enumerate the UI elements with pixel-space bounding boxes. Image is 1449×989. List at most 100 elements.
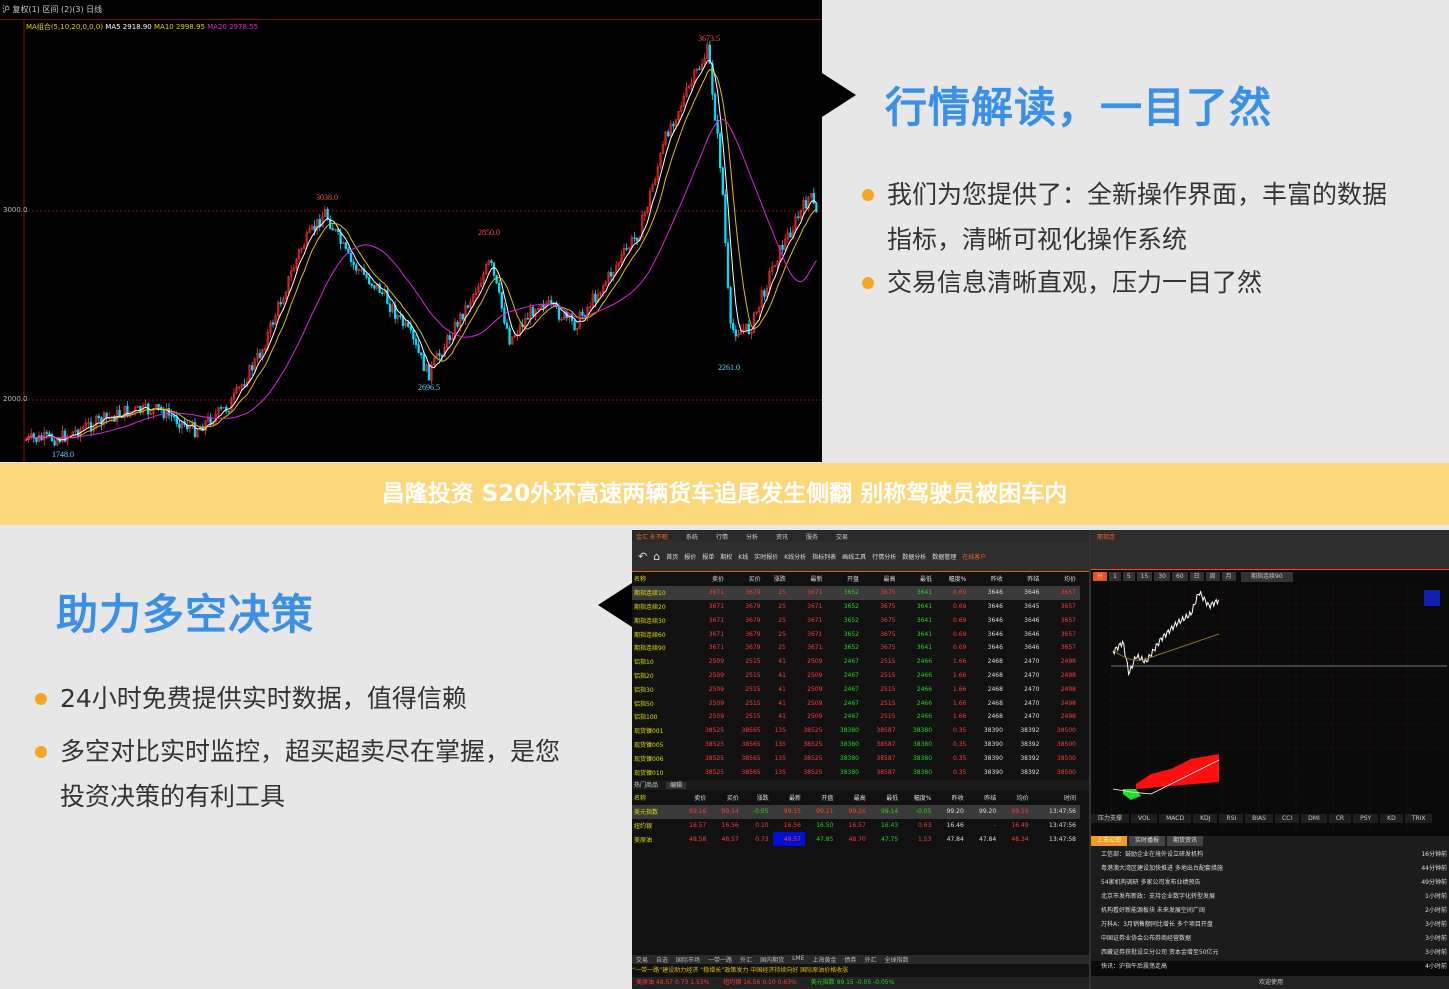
indicator-tab[interactable]: MACD xyxy=(1159,814,1192,823)
market-tab[interactable]: 债券 xyxy=(844,957,857,964)
column-header[interactable]: 卖价 xyxy=(712,576,725,584)
toolbar-button[interactable]: 实时报价 xyxy=(754,554,779,561)
toolbar-button[interactable]: 指标列表 xyxy=(812,554,837,561)
indicator-tab[interactable]: CCI xyxy=(1274,814,1300,823)
column-header[interactable]: 最新 xyxy=(788,795,801,803)
period-tab[interactable]: 月 xyxy=(1221,572,1236,581)
toolbar-button[interactable]: 期权 xyxy=(720,554,733,561)
column-header[interactable]: 名称 xyxy=(634,576,647,584)
column-header[interactable]: 昨收 xyxy=(951,795,964,803)
period-tab[interactable]: 60 xyxy=(1171,572,1188,581)
indicator-tab[interactable]: PSY xyxy=(1353,814,1379,823)
column-header[interactable]: 开盘 xyxy=(846,576,859,584)
market-tab[interactable]: 国内期货 xyxy=(760,957,785,964)
column-header[interactable]: 卖价 xyxy=(694,795,707,803)
table-row[interactable]: 现货镍010 38525 38565 135 38525 38380 38587 38380 0… xyxy=(632,765,1080,779)
market-tab[interactable]: 上海黄金 xyxy=(812,957,837,964)
column-header[interactable]: 最高 xyxy=(883,576,896,584)
home-icon[interactable]: ⌂ xyxy=(653,550,661,563)
news-item[interactable]: 快讯：沪指午后震荡走高 4小时前 xyxy=(1091,958,1449,972)
column-header[interactable]: 时间 xyxy=(1063,795,1076,803)
column-header[interactable]: 最新 xyxy=(810,576,823,584)
back-icon[interactable]: ↶ xyxy=(638,550,648,563)
column-header[interactable]: 涨跌 xyxy=(773,576,786,584)
indicator-tab[interactable]: RSI xyxy=(1219,814,1244,823)
column-header[interactable]: 均价 xyxy=(1016,795,1029,803)
online-service-button[interactable]: 在线客户 xyxy=(962,554,987,561)
news-tab[interactable]: 期货资讯 xyxy=(1167,836,1204,846)
column-header[interactable]: 均价 xyxy=(1063,576,1076,584)
market-tab[interactable]: 交易 xyxy=(636,957,649,964)
period-tab[interactable]: 30 xyxy=(1154,572,1170,581)
column-header[interactable]: 买价 xyxy=(726,795,739,803)
table-row[interactable]: 期指连续30 3671 3679 25 3671 3652 3675 3641 0.69 3646… xyxy=(632,613,1080,627)
indicator-tab[interactable]: 压力支撑 xyxy=(1091,814,1130,823)
market-tab[interactable]: 自选 xyxy=(656,957,669,964)
toolbar-button[interactable]: 画线工具 xyxy=(842,554,867,561)
table-row[interactable]: 期指连续20 3671 3679 25 3671 3652 3675 3641 0.69 3646… xyxy=(632,600,1080,614)
menu-item[interactable]: 交易 xyxy=(836,533,849,541)
period-tab[interactable]: 15 xyxy=(1136,572,1153,581)
indicator-tab[interactable]: KD xyxy=(1380,814,1403,823)
menu-item[interactable]: 服务 xyxy=(805,533,818,541)
column-header[interactable]: 最低 xyxy=(920,576,933,584)
market-tab[interactable]: 全球指数 xyxy=(884,957,909,964)
toolbar-button[interactable]: K线分析 xyxy=(784,554,807,561)
menu-item[interactable]: 行情 xyxy=(715,533,728,541)
table-row[interactable]: 铝指10 2509 2515 41 2509 2467 2515 2466 1.66 2468 24… xyxy=(632,655,1080,669)
table-row[interactable]: 铝指50 2509 2515 41 2509 2467 2515 2466 1.66 2468 24… xyxy=(632,696,1080,710)
indicator-tab[interactable]: TRIX xyxy=(1404,814,1433,823)
news-item[interactable]: 西藏证券获批设立分公司 资本金增至50亿元 3小时前 xyxy=(1091,944,1449,958)
column-header[interactable]: 昨结 xyxy=(1027,576,1040,584)
column-header[interactable]: 最高 xyxy=(853,795,866,803)
indicator-tab[interactable]: BIAS xyxy=(1245,814,1273,823)
news-item[interactable]: 粤港澳大湾区建设加快推进 多地出台配套措施 44分钟前 xyxy=(1091,860,1449,874)
news-item[interactable]: 中国证券业协会公布券商经营数据 3小时前 xyxy=(1091,930,1449,944)
table-row[interactable]: 期指连续90 3671 3679 25 3671 3652 3675 3641 0.69 3646… xyxy=(632,641,1080,655)
market-tab[interactable]: 外汇 xyxy=(740,957,753,964)
column-header[interactable]: 昨结 xyxy=(984,795,997,803)
news-item[interactable]: 万科A：3月销售额同比增长 多个项目开盘 3小时前 xyxy=(1091,916,1449,930)
news-item[interactable]: 机构看好新能源板块 未来发展空间广阔 2小时前 xyxy=(1091,902,1449,916)
table-row[interactable]: 美原油 48.58 48.57 0.73 48.57 47.85 48.70 47.75 1.5… xyxy=(632,832,1080,847)
column-header[interactable]: 幅度% xyxy=(913,795,932,803)
news-tab[interactable]: 上市公司 xyxy=(1091,836,1128,846)
news-banner[interactable]: 昌隆投资 S20外环高速两辆货车追尾发生侧翻 别称驾驶员被困车内 xyxy=(0,463,1449,525)
table-row[interactable]: 期指连续60 3671 3679 25 3671 3652 3675 3641 0.69 3646… xyxy=(632,627,1080,641)
period-tab[interactable]: 周 xyxy=(1205,572,1220,581)
table-row[interactable]: 期指连续10 3671 3679 25 3671 3652 3675 3641 0.69 3646… xyxy=(632,585,1080,600)
toolbar-button[interactable]: 报价 xyxy=(684,554,697,561)
news-tab[interactable]: 实时播报 xyxy=(1129,836,1166,846)
column-header[interactable]: 买价 xyxy=(748,576,761,584)
table-row[interactable]: 美元指数 99.16 99.14 -0.05 99.15 99.21 99.26 99.14 -… xyxy=(632,804,1080,819)
market-tab[interactable]: LME xyxy=(792,955,805,962)
column-header[interactable]: 涨跌 xyxy=(756,795,769,803)
period-tab[interactable]: 日 xyxy=(1189,572,1204,581)
toolbar-button[interactable]: 行情分析 xyxy=(872,554,897,561)
toolbar-button[interactable]: 首页 xyxy=(666,554,679,561)
table-row[interactable]: 铝指20 2509 2515 41 2509 2467 2515 2466 1.66 2468 24… xyxy=(632,669,1080,683)
table-row[interactable]: 纽约银 16.57 16.56 0.10 16.56 16.50 16.57 16.43 0.6… xyxy=(632,819,1080,833)
toolbar-button[interactable]: 报单 xyxy=(702,554,715,561)
menu-item[interactable]: 分析 xyxy=(745,533,758,541)
column-header[interactable]: 幅度% xyxy=(948,576,967,584)
table-row[interactable]: 现货镍006 38525 38565 135 38525 38380 38587 38380 0… xyxy=(632,751,1080,765)
news-item[interactable]: 54家机构调研 多家公司发布业绩预告 49分钟前 xyxy=(1091,874,1449,888)
toolbar-button[interactable]: 数据分析 xyxy=(902,554,927,561)
market-tab[interactable]: 一带一路 xyxy=(708,957,733,964)
indicator-tab[interactable]: VOL xyxy=(1131,814,1158,823)
indicator-tab[interactable]: DMI xyxy=(1301,814,1327,823)
menu-item[interactable]: 资讯 xyxy=(775,533,788,541)
table-row[interactable]: 现货镍005 38525 38565 135 38525 38380 38587 38380 0… xyxy=(632,738,1080,752)
indicator-tab[interactable]: KDJ xyxy=(1193,814,1218,823)
toolbar-button[interactable]: 数据管理 xyxy=(932,554,957,561)
period-tab[interactable]: 1 xyxy=(1109,572,1121,581)
period-tab[interactable]: 分 xyxy=(1093,572,1108,581)
toolbar-button[interactable]: K线 xyxy=(738,554,749,561)
period-tab[interactable]: 5 xyxy=(1122,572,1135,581)
table-row[interactable]: 铝指30 2509 2515 41 2509 2467 2515 2466 1.66 2468 24… xyxy=(632,682,1080,696)
symbol-selector[interactable]: 期指连续90 xyxy=(1241,572,1293,582)
column-header[interactable]: 最低 xyxy=(886,795,899,803)
edit-button[interactable]: 编辑 xyxy=(665,782,686,789)
indicator-tab[interactable]: CR xyxy=(1328,814,1352,823)
